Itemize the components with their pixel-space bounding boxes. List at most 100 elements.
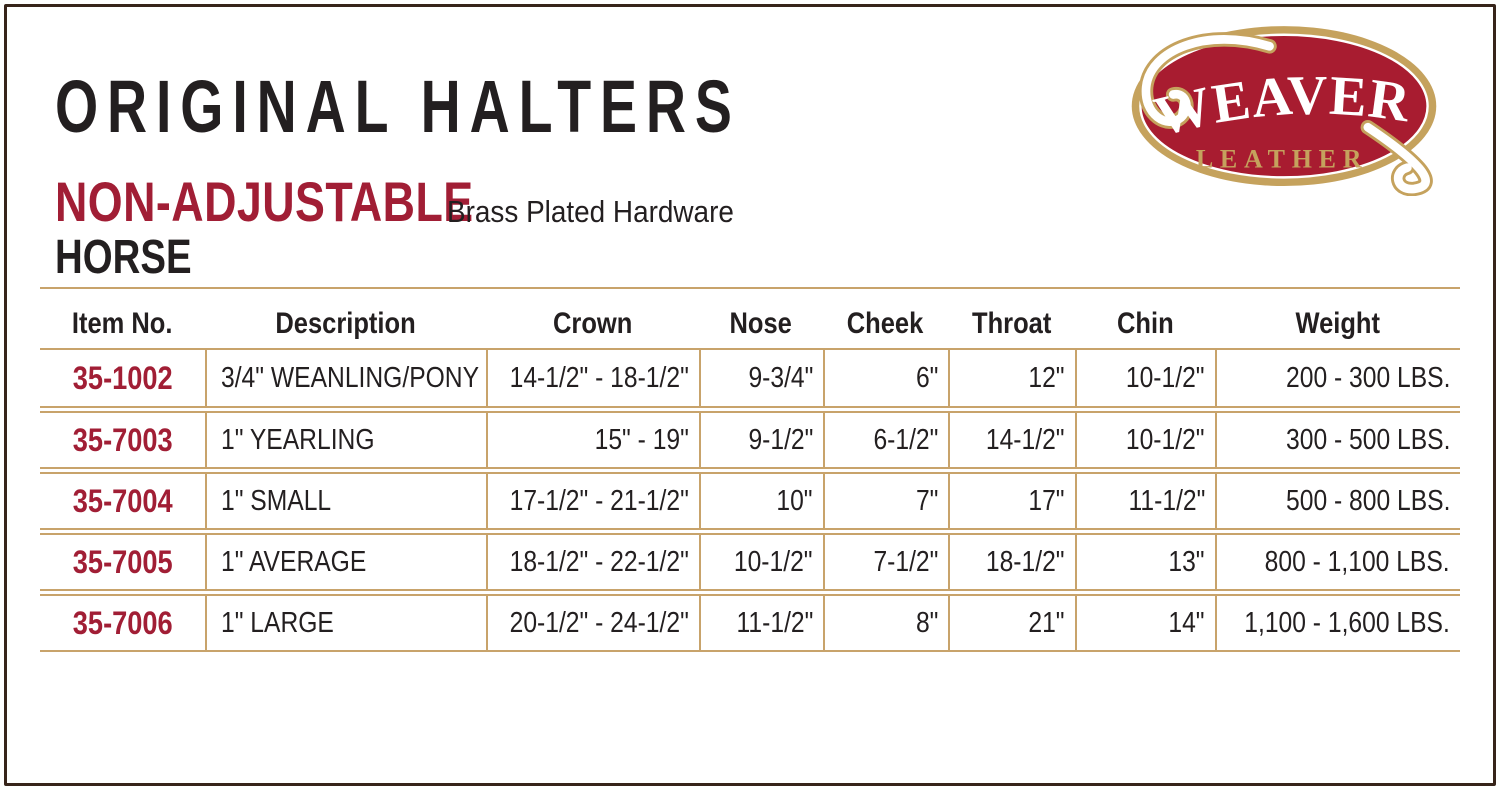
cell-chin: 13" [1075,535,1215,589]
nose-value: 9-3/4" [748,361,813,394]
description-value: 1" SMALL [221,484,332,517]
cheek-value: 7" [915,484,938,517]
cell-weight: 800 - 1,100 LBS. [1215,535,1460,589]
throat-value: 17" [1028,484,1065,517]
nose-value: 10" [776,484,813,517]
crown-value: 17-1/2" - 21-1/2" [509,484,689,517]
col-header-nose: Nose [729,307,793,340]
cell-item-no: 35-7004 [40,474,205,528]
cell-throat: 14-1/2" [948,413,1075,467]
cell-chin: 10-1/2" [1075,350,1215,406]
crown-value: 20-1/2" - 24-1/2" [509,606,689,639]
cell-crown: 20-1/2" - 24-1/2" [486,596,699,650]
cell-crown: 14-1/2" - 18-1/2" [486,350,699,406]
category-label: NON-ADJUSTABLE [55,170,474,233]
item-no-value: 35-7005 [72,543,173,580]
cell-cheek: 8" [823,596,948,650]
item-no-value: 35-7004 [72,482,173,519]
cell-nose: 9-3/4" [699,350,823,406]
cell-item-no: 35-7005 [40,535,205,589]
table-row: 35-7004 1" SMALL 17-1/2" - 21-1/2" 10" 7" 17"… [40,472,1460,530]
cell-weight: 200 - 300 LBS. [1215,350,1460,406]
chin-value: 13" [1168,545,1205,578]
cell-crown: 18-1/2" - 22-1/2" [486,535,699,589]
nose-value: 9-1/2" [748,423,813,456]
item-no-value: 35-7003 [72,421,173,458]
weaver-leather-logo: WEAVER LEATHER [1125,20,1443,197]
table-row: 35-7006 1" LARGE 20-1/2" - 24-1/2" 11-1/2" 8… [40,594,1460,652]
col-header-description: Description [275,307,416,340]
cell-description: 3/4" WEANLING/PONY [205,350,486,406]
hardware-note: Brass Plated Hardware [447,194,734,229]
table-row: 35-1002 3/4" WEANLING/PONY 14-1/2" - 18-1/… [40,350,1460,408]
cell-description: 1" LARGE [205,596,486,650]
cell-weight: 1,100 - 1,600 LBS. [1215,596,1460,650]
weight-value: 500 - 800 LBS. [1285,484,1450,517]
weight-value: 800 - 1,100 LBS. [1264,545,1450,578]
crown-value: 14-1/2" - 18-1/2" [509,361,689,394]
chin-value: 14" [1168,606,1205,639]
nose-value: 10-1/2" [734,545,813,578]
table-header-row: Item No. Description Crown Nose Cheek Th… [40,300,1460,350]
table-row: 35-7003 1" YEARLING 15" - 19" 9-1/2" 6-1/2" 1… [40,411,1460,469]
description-value: 3/4" WEANLING/PONY [221,361,480,394]
page-title: ORIGINAL HALTERS [55,65,741,148]
cheek-value: 7-1/2" [873,545,938,578]
item-no-value: 35-7006 [72,604,173,641]
cell-nose: 11-1/2" [699,596,823,650]
col-header-weight: Weight [1295,307,1380,340]
weight-value: 300 - 500 LBS. [1285,423,1450,456]
cell-description: 1" AVERAGE [205,535,486,589]
cell-crown: 17-1/2" - 21-1/2" [486,474,699,528]
col-header-chin: Chin [1116,307,1174,340]
section-rule [40,287,1460,289]
cell-cheek: 7-1/2" [823,535,948,589]
chin-value: 10-1/2" [1126,423,1205,456]
col-header-item-no: Item No. [72,307,173,340]
col-header-throat: Throat [971,307,1052,340]
cheek-value: 6" [915,361,938,394]
cheek-value: 6-1/2" [873,423,938,456]
cell-nose: 10-1/2" [699,535,823,589]
throat-value: 18-1/2" [986,545,1065,578]
cell-chin: 14" [1075,596,1215,650]
cell-weight: 500 - 800 LBS. [1215,474,1460,528]
size-table: Item No. Description Crown Nose Cheek Th… [40,300,1460,652]
cell-throat: 12" [948,350,1075,406]
throat-value: 14-1/2" [986,423,1065,456]
chin-value: 11-1/2" [1128,484,1205,517]
cell-crown: 15" - 19" [486,413,699,467]
cell-cheek: 6" [823,350,948,406]
weight-value: 1,100 - 1,600 LBS. [1244,606,1450,639]
description-value: 1" YEARLING [221,423,375,456]
nose-value: 11-1/2" [736,606,813,639]
col-header-crown: Crown [552,307,633,340]
cell-item-no: 35-1002 [40,350,205,406]
table-row: 35-7005 1" AVERAGE 18-1/2" - 22-1/2" 10-1/2… [40,533,1460,591]
cell-throat: 17" [948,474,1075,528]
description-value: 1" AVERAGE [221,545,367,578]
throat-value: 21" [1028,606,1065,639]
crown-value: 18-1/2" - 22-1/2" [509,545,689,578]
cell-chin: 11-1/2" [1075,474,1215,528]
cell-nose: 10" [699,474,823,528]
cell-description: 1" YEARLING [205,413,486,467]
throat-value: 12" [1028,361,1065,394]
cell-nose: 9-1/2" [699,413,823,467]
cell-throat: 18-1/2" [948,535,1075,589]
col-header-cheek: Cheek [847,307,924,340]
cell-description: 1" SMALL [205,474,486,528]
item-no-value: 35-1002 [72,359,173,396]
cell-cheek: 6-1/2" [823,413,948,467]
logo-oval-icon: WEAVER LEATHER [1131,26,1437,197]
cell-throat: 21" [948,596,1075,650]
chin-value: 10-1/2" [1126,361,1205,394]
crown-value: 15" - 19" [594,423,689,456]
cell-item-no: 35-7006 [40,596,205,650]
weight-value: 200 - 300 LBS. [1285,361,1450,394]
cell-item-no: 35-7003 [40,413,205,467]
table-body: 35-1002 3/4" WEANLING/PONY 14-1/2" - 18-1/… [40,350,1460,652]
cell-cheek: 7" [823,474,948,528]
description-value: 1" LARGE [221,606,334,639]
